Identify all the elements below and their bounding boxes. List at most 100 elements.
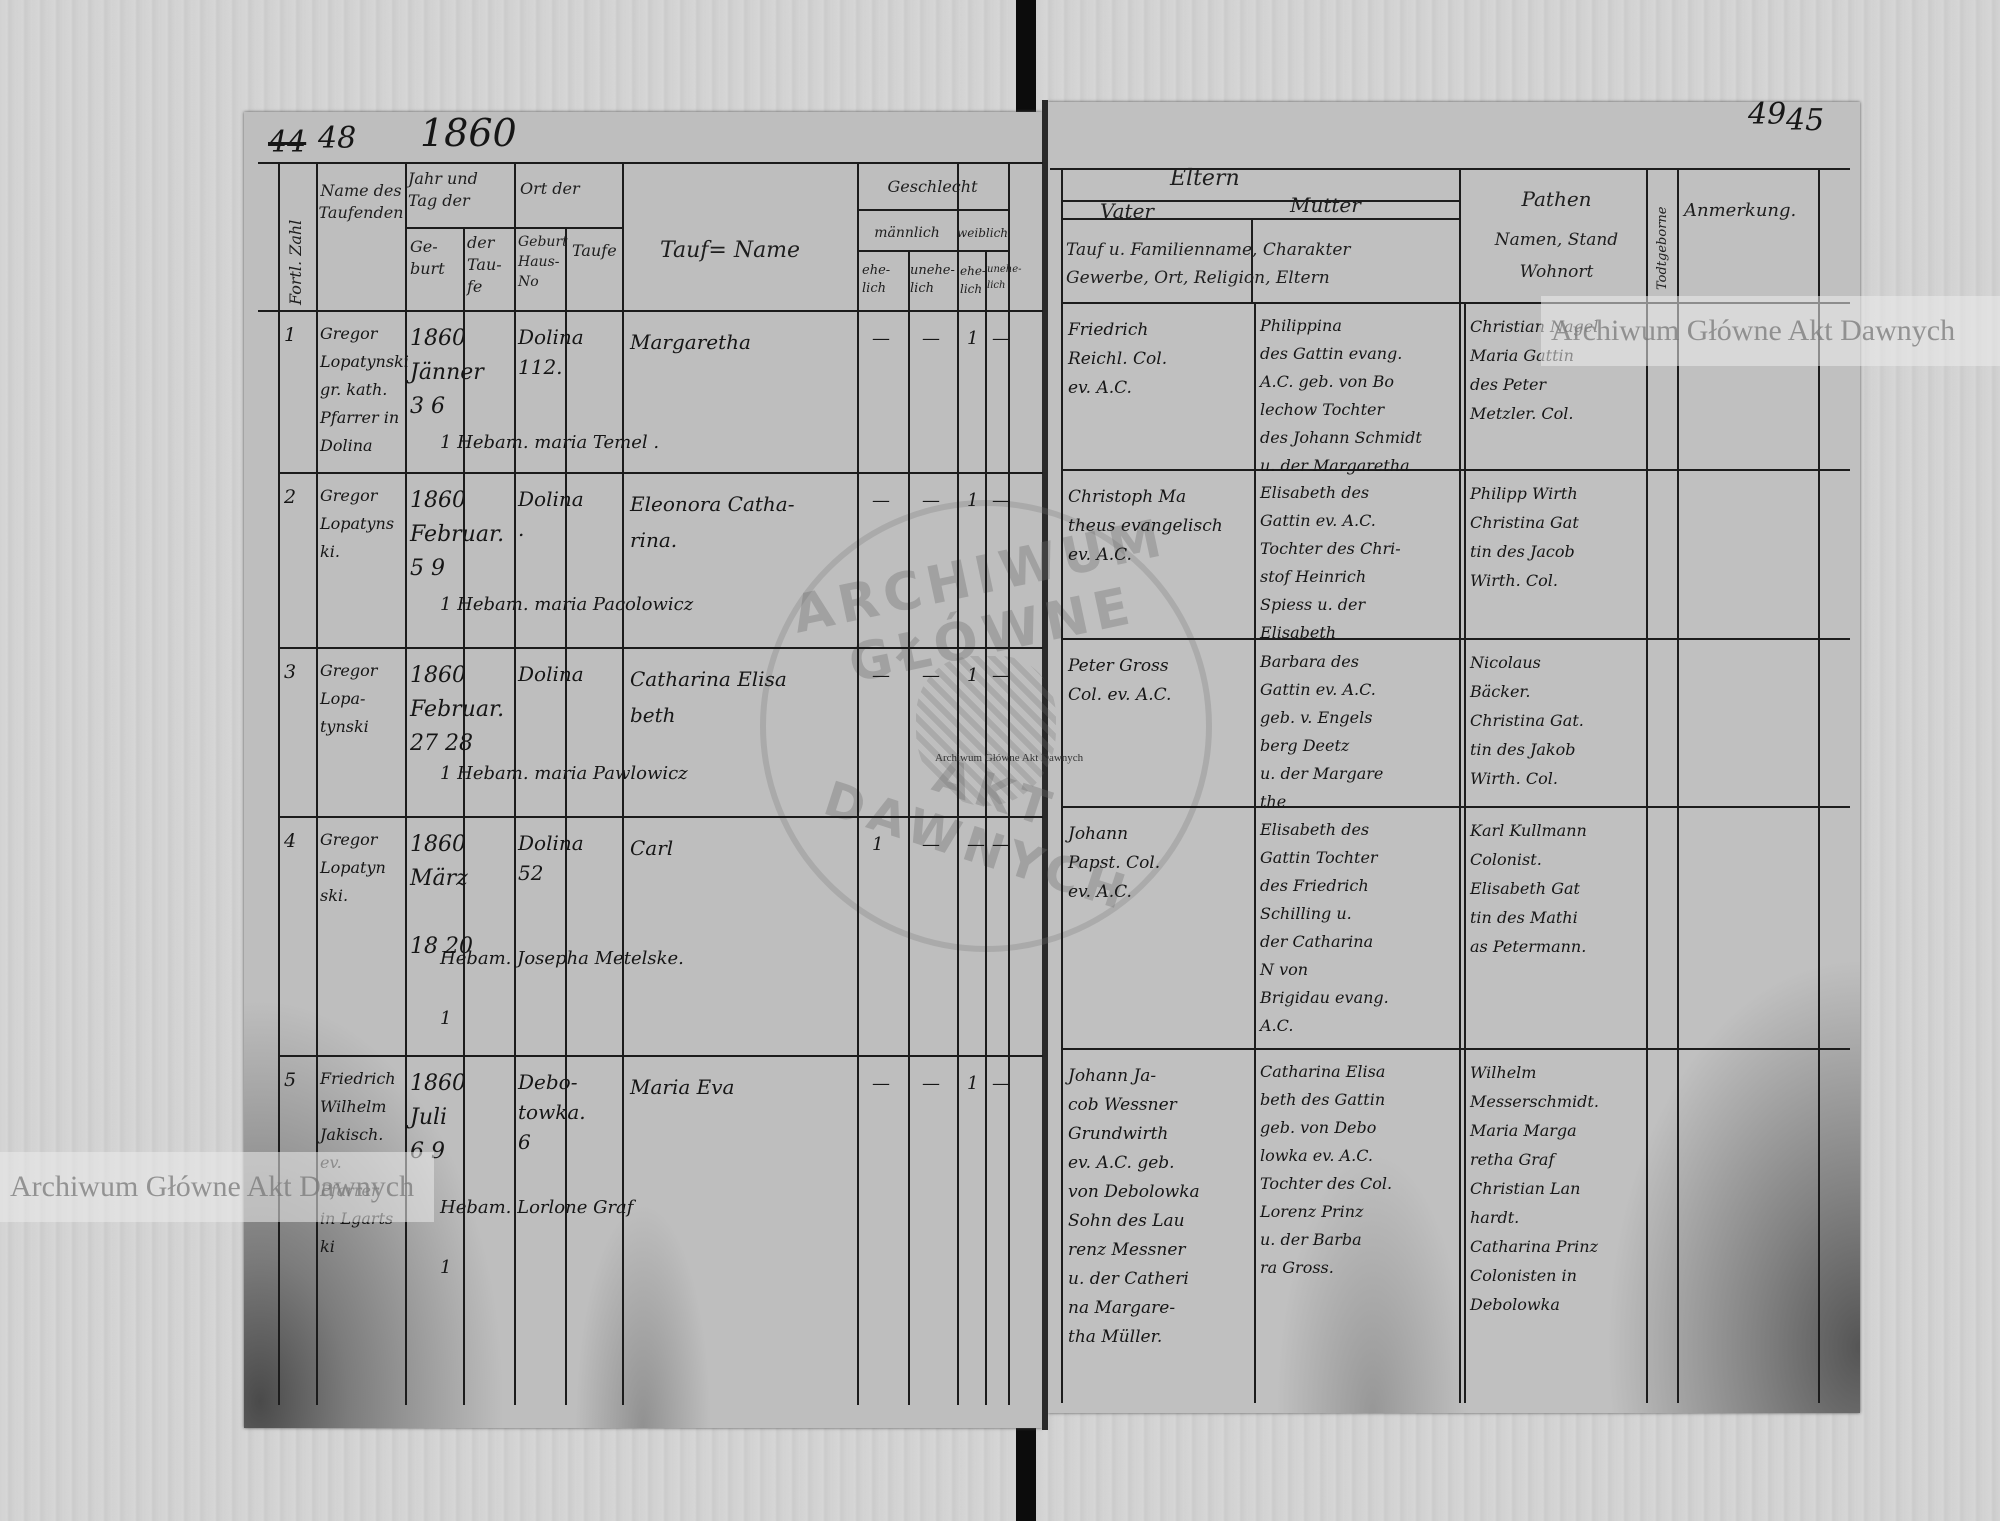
entry-date: 1860 Februar. 27 28 [410, 663, 505, 756]
entry-place: Dolina . [518, 487, 584, 541]
entry-midwife: 1 Hebam. maria Pacolowicz [440, 594, 694, 615]
register-year: 1860 [420, 111, 517, 155]
page-number-right: 49 [1748, 97, 1787, 132]
header-name: Tauf= Name [660, 238, 801, 263]
watermark-center-small: Archiwum Główne Akt Dawnych [935, 752, 1084, 764]
rule-line [1251, 218, 1253, 302]
entry-sex-female-illegitimate: — [992, 490, 1010, 511]
rule-line [278, 162, 280, 1405]
rule-line [985, 250, 987, 1405]
header-mother: Mutter [1290, 193, 1361, 217]
header-number: Fortl. Zahl [286, 219, 305, 305]
entry-mother: Barbara des Gattin ev. A.C. geb. v. Enge… [1260, 652, 1384, 811]
header-godparents: Pathen [1521, 187, 1592, 211]
entry-place: Debo- towka. 6 [518, 1070, 586, 1154]
entry-sex-male-legitimate: 1 [872, 834, 884, 855]
entry-father: Peter Gross Col. ev. A.C. [1068, 656, 1172, 705]
entry-sex-male-legitimate: — [872, 490, 890, 511]
rule-line [1061, 638, 1850, 640]
entry-mother: Catharina Elisa beth des Gattin geb. von… [1260, 1062, 1393, 1277]
rule-line [1061, 469, 1850, 471]
header-date-group: Jahr und Tag der [408, 169, 478, 210]
rule-line [1061, 1048, 1850, 1050]
header-priest: Name des Taufenden [318, 181, 404, 222]
entry-sex-female-illegitimate: — [992, 665, 1010, 686]
rule-line [278, 472, 1043, 474]
rule-line [1646, 168, 1648, 1403]
header-male-illegitimate: unehe- lich [910, 263, 955, 296]
entry-sex-male-legitimate: — [872, 1073, 890, 1094]
rule-line [957, 162, 959, 1405]
rule-line [622, 162, 624, 1405]
entry-place: Dolina [518, 662, 584, 686]
rule-line [258, 162, 1043, 164]
rule-line [1254, 302, 1256, 1403]
entry-sex-female-illegitimate: — [992, 328, 1010, 349]
entry-priest: Gregor Lopatyn ski. [320, 830, 386, 905]
header-sex: Geschlecht [887, 177, 978, 196]
rule-line [278, 816, 1043, 818]
rule-line [908, 250, 910, 1405]
entry-sex-female-illegitimate: — [992, 834, 1010, 855]
rule-line [857, 162, 859, 1405]
entry-sex-male-legitimate: — [872, 665, 890, 686]
entry-sex-male-illegitimate: — [922, 490, 940, 511]
rule-line [857, 209, 1008, 211]
entry-name: Catharina Elisa beth [630, 667, 787, 727]
entry-date: 1860 Februar. 5 9 [410, 488, 505, 581]
entry-date: 1860 Jänner 3 6 [410, 326, 484, 419]
rule-line [1061, 168, 1063, 1403]
binding-spine-bottom [1016, 1410, 1036, 1521]
rule-line [1677, 168, 1679, 1403]
header-parents-detail: Tauf u. Familienname, Charakter Gewerbe,… [1066, 240, 1351, 288]
entry-midwife: Hebam. Josepha Metelske. 1 [440, 948, 684, 1029]
header-godparents-detail: Namen, Stand Wohnort [1494, 230, 1619, 282]
header-female: weiblich [957, 226, 1009, 240]
entry-name: Maria Eva [630, 1075, 735, 1099]
entry-number: 1 [284, 324, 297, 346]
rule-line [1061, 806, 1850, 808]
rule-line [405, 162, 407, 1405]
header-place-group: Ort der [520, 179, 580, 198]
entry-mother: Philippina des Gattin evang. A.C. geb. v… [1260, 316, 1422, 475]
entry-godparents: Nicolaus Bäcker. Christina Gat. tin des … [1470, 653, 1584, 788]
watermark-left: Archiwum Główne Akt Dawnych [0, 1152, 434, 1222]
entry-place: Dolina 52 [518, 831, 584, 885]
page-number-right-alt: 45 [1786, 103, 1825, 138]
binding-spine-top [1016, 0, 1036, 112]
entry-sex-female-legitimate: 1 [967, 1073, 979, 1094]
entry-priest: Gregor Lopatynski gr. kath. Pfarrer in D… [320, 324, 409, 455]
rule-line [1464, 302, 1466, 1403]
rule-line [1008, 162, 1010, 1405]
entry-sex-female-legitimate: 1 [967, 665, 979, 686]
entry-midwife: Hebam. Lorlone Graf 1 [440, 1197, 634, 1278]
entry-midwife: 1 Hebam. maria Pawlowicz [440, 763, 688, 784]
entry-sex-male-legitimate: — [872, 328, 890, 349]
rule-line [1818, 168, 1820, 1403]
rule-line [565, 227, 567, 1405]
entry-number: 2 [284, 486, 297, 508]
entry-place: Dolina 112. [518, 325, 584, 379]
rule-line [857, 250, 1008, 252]
page-number-crossed: 44 [268, 125, 307, 160]
rule-line [278, 310, 1043, 312]
entry-sex-female-legitimate: — [967, 834, 985, 855]
entry-name: Eleonora Catha- rina. [630, 492, 795, 552]
header-female-illegitimate: unehe- lich [987, 264, 1022, 291]
header-birthplace: Geburt Haus- No [518, 234, 568, 290]
entry-godparents: Wilhelm Messerschmidt. Maria Marga retha… [1470, 1063, 1599, 1314]
rule-line [405, 227, 622, 229]
entry-father: Friedrich Reichl. Col. ev. A.C. [1068, 320, 1168, 398]
entry-midwife: 1 Hebam. maria Temel . [440, 432, 660, 453]
entry-sex-male-illegitimate: — [922, 328, 940, 349]
page-number-left: 48 [318, 121, 357, 156]
entry-name: Margaretha [630, 330, 751, 354]
entry-sex-female-legitimate: 1 [967, 490, 979, 511]
rule-line [1061, 200, 1459, 202]
entry-sex-male-illegitimate: — [922, 1073, 940, 1094]
entry-number: 4 [284, 830, 297, 852]
entry-date: 1860 März 18 20 [410, 832, 473, 959]
rule-line [278, 1055, 1043, 1057]
header-baptism: der Tau- fe [467, 233, 502, 296]
entry-date: 1860 Juli 6 9 [410, 1071, 466, 1164]
